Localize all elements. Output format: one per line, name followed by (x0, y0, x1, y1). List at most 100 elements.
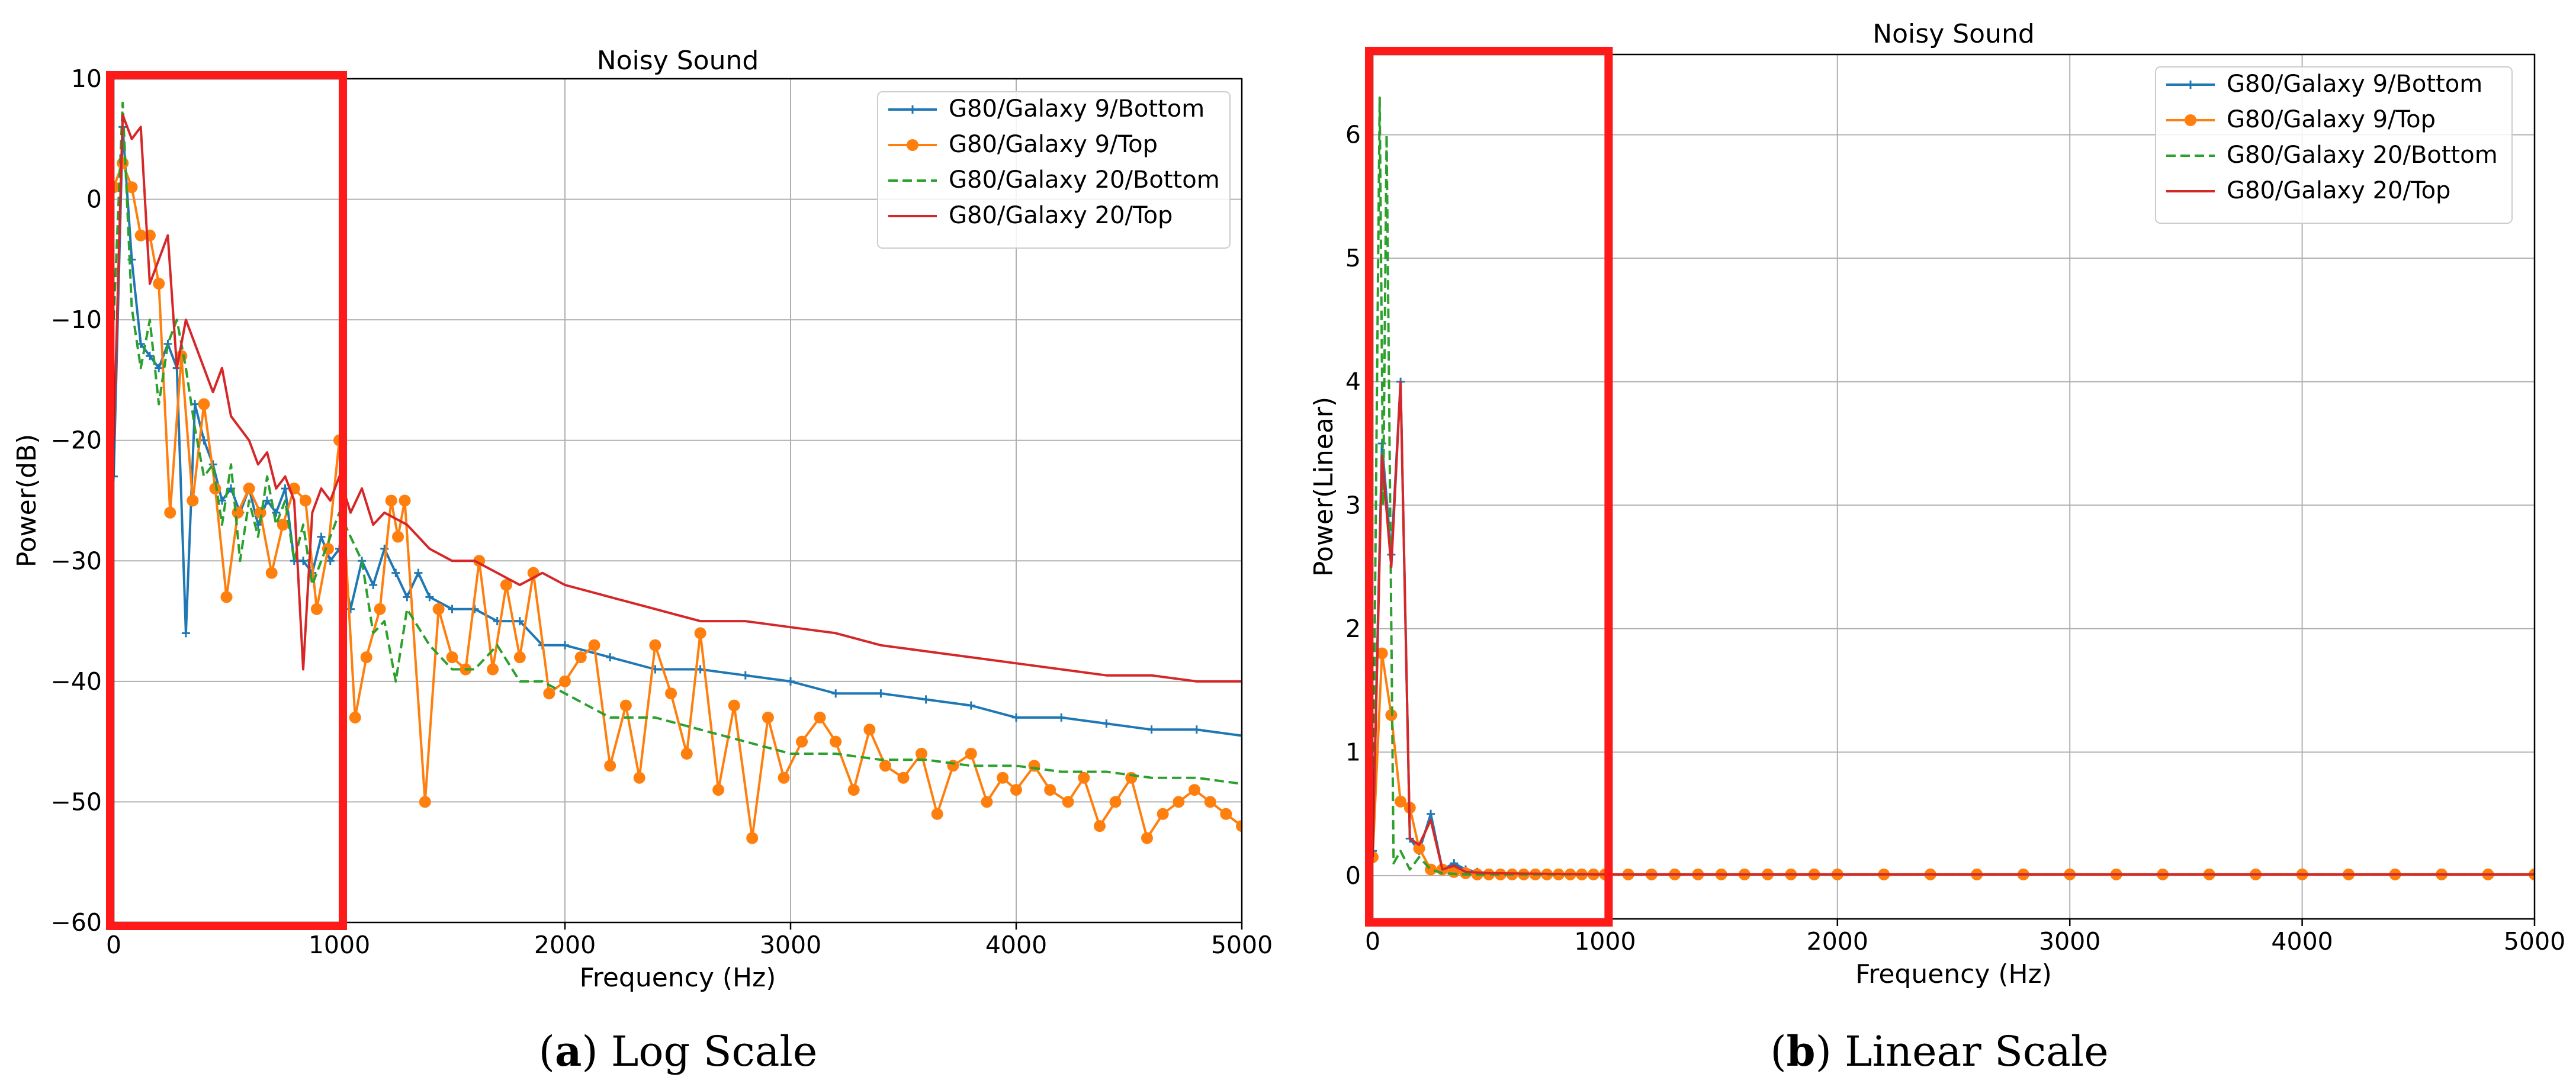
legend-marker (2185, 114, 2196, 126)
data-point (1093, 820, 1106, 832)
data-point (448, 605, 457, 613)
data-point (831, 689, 840, 698)
y-tick-label: 2 (1345, 615, 1361, 643)
data-point (1157, 808, 1169, 820)
y-axis-label: Power(Linear) (1309, 397, 1339, 577)
data-point (374, 603, 386, 615)
data-point (317, 532, 326, 541)
data-point (796, 735, 808, 748)
series-g80-galaxy-9-bottom (1373, 377, 2535, 879)
data-point (155, 364, 163, 372)
x-tick-label: 2000 (534, 931, 596, 959)
data-point (272, 508, 281, 517)
y-tick-label: 6 (1345, 121, 1361, 149)
x-axis-label: Frequency (Hz) (580, 963, 776, 993)
data-point (391, 568, 400, 577)
series-line (114, 162, 1242, 840)
x-axis-label: Frequency (Hz) (1855, 959, 2052, 989)
series-line (1373, 380, 2535, 876)
data-point (1102, 719, 1111, 728)
x-tick-label: 0 (106, 931, 121, 959)
data-point (1192, 725, 1201, 734)
data-point (915, 748, 927, 760)
data-point (425, 593, 434, 602)
legend-frame (877, 91, 1231, 249)
legend-item: G80/Galaxy 9/Bottom (888, 95, 1205, 123)
data-point (1188, 784, 1200, 796)
chart-title: Noisy Sound (1872, 19, 2035, 49)
x-tick-label: 0 (1365, 927, 1380, 956)
data-point (931, 808, 943, 820)
data-point (728, 699, 740, 712)
panel-a-log-scale: 0 1000 2000 3000 4000 5000 −60 −50 −40 −30 −20 −10 0… (12, 46, 1273, 993)
data-point (1125, 771, 1138, 784)
x-tick-label: 3000 (760, 931, 821, 959)
data-point (1057, 713, 1066, 722)
data-point (299, 494, 311, 507)
data-point (762, 711, 774, 724)
legend-item: G80/Galaxy 9/Top (888, 131, 1158, 158)
series-g80-galaxy-20-top (114, 114, 1242, 683)
chart-title: Noisy Sound (597, 46, 759, 76)
series-line (1373, 380, 2535, 876)
series-g80-galaxy-9-top (1373, 647, 2535, 880)
data-point (1109, 796, 1122, 808)
data-point (696, 665, 705, 674)
x-tick-label: 1000 (1574, 927, 1636, 956)
data-point (326, 557, 335, 565)
data-point (1413, 843, 1425, 855)
data-point (1483, 868, 1495, 880)
series-group-a (114, 101, 1242, 844)
data-point (1012, 713, 1020, 722)
panel-b-linear-scale: 0 1000 2000 3000 4000 5000 0 1 2 3 4 5 6 Noisy Sound F… (1309, 19, 2565, 989)
data-point (299, 557, 308, 565)
x-tick-label: 2000 (1807, 927, 1868, 956)
x-tick-label: 4000 (2271, 927, 2333, 956)
y-tick-label: −30 (50, 546, 102, 575)
y-tick-label: 0 (86, 185, 102, 214)
y-tick-label: −60 (50, 908, 102, 937)
data-point (649, 639, 661, 651)
legend-label: G80/Galaxy 20/Bottom (949, 166, 1220, 194)
data-point (187, 494, 199, 507)
y-axis-label: Power(dB) (12, 434, 42, 567)
legend-item: G80/Galaxy 9/Top (2166, 106, 2436, 133)
data-point (619, 699, 632, 712)
data-point (543, 687, 555, 700)
data-point (897, 771, 910, 784)
data-point (778, 771, 790, 784)
data-point (385, 494, 397, 507)
data-point (153, 278, 165, 290)
data-point (310, 603, 323, 615)
legend-label: G80/Galaxy 9/Top (2227, 106, 2436, 133)
data-point (515, 617, 524, 626)
data-point (392, 530, 404, 543)
data-point (847, 784, 860, 796)
data-point (1173, 796, 1185, 808)
data-point (403, 593, 412, 602)
data-point (1238, 731, 1242, 740)
y-tick-label: 3 (1345, 491, 1361, 519)
data-point (446, 651, 458, 664)
data-point (561, 641, 569, 650)
data-point (200, 436, 208, 445)
y-tick-label: −10 (50, 306, 102, 334)
legend-label: G80/Galaxy 9/Bottom (949, 95, 1205, 123)
caption-a-text: Log Scale (598, 1027, 818, 1076)
y-tick-label: −20 (50, 426, 102, 455)
data-point (694, 627, 706, 639)
data-point (281, 484, 290, 493)
data-point (1141, 832, 1153, 844)
data-point (574, 651, 587, 664)
data-point (680, 748, 693, 760)
legend-label: G80/Galaxy 20/Top (2227, 177, 2450, 204)
legend-label: G80/Galaxy 9/Bottom (2227, 70, 2482, 98)
data-point (360, 651, 372, 664)
data-point (265, 567, 278, 579)
legend-label: G80/Galaxy 20/Top (949, 202, 1173, 229)
data-point (1220, 808, 1232, 820)
data-point (604, 760, 616, 772)
data-point (1078, 771, 1090, 784)
data-point (1062, 796, 1074, 808)
